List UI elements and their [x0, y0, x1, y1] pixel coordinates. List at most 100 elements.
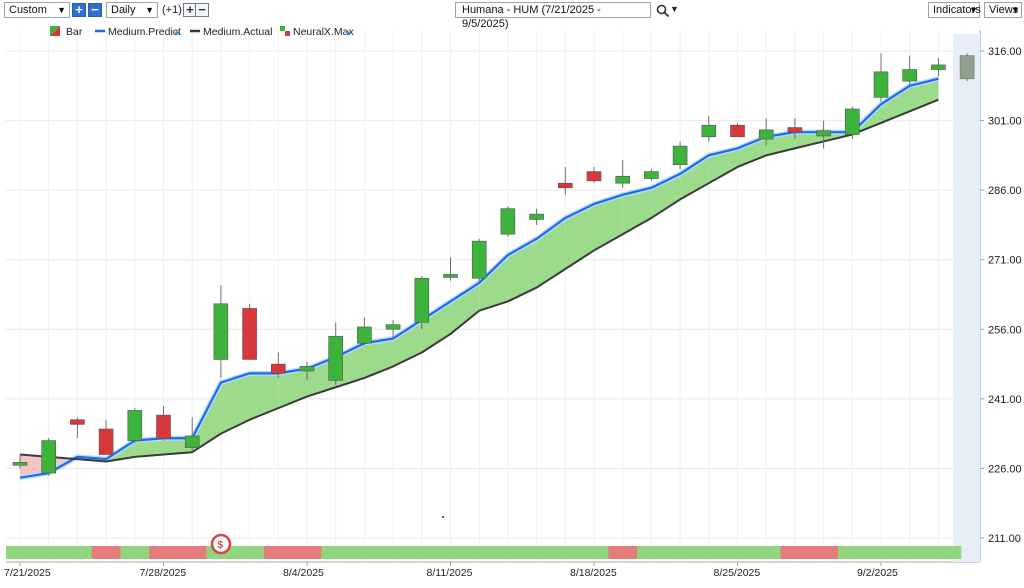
fill-segment [249, 373, 279, 420]
offset-label: (+1) [162, 4, 182, 16]
candle [471, 238, 487, 283]
candle-body [299, 366, 315, 372]
fill-segment [507, 238, 537, 302]
strip-segment [866, 546, 896, 559]
candle-body [70, 419, 85, 425]
interval-select-value: Daily [111, 4, 136, 16]
info-dot-icon [346, 31, 350, 35]
strip-segment [550, 546, 581, 559]
strip-segment [378, 546, 408, 559]
range-select[interactable]: Custom ▼ [4, 2, 70, 18]
fill-segment [479, 255, 508, 311]
y-tick-label: 301.00 [988, 116, 1022, 128]
indicators-label: Indicators [933, 4, 981, 16]
legend: Bar Medium.Predict Medium.Actual NeuralX.Ma… [50, 26, 354, 38]
candle-body [184, 435, 200, 448]
strip-segment [34, 546, 64, 559]
candle [500, 206, 516, 237]
candle [385, 320, 401, 339]
strip-segment [6, 546, 36, 559]
candle [557, 166, 573, 195]
strip-segment [637, 546, 667, 559]
candle-body [844, 108, 860, 135]
neuralx-swatch-icon [280, 26, 285, 31]
candle-body [644, 171, 659, 179]
symbol-title[interactable]: Humana - HUM (7/21/2025 - 9/5/2025) [455, 2, 651, 30]
fill-segment [737, 136, 767, 167]
dollar-marker-icon[interactable]: $ [210, 533, 232, 555]
candle-body [213, 303, 229, 360]
chevron-down-icon: ▼ [145, 5, 154, 15]
strip-segment [464, 546, 495, 559]
candle [931, 57, 946, 77]
fill-segment [680, 155, 709, 200]
interval-select[interactable]: Daily ▼ [106, 2, 158, 18]
candle-body [500, 208, 516, 235]
forecast-zone [953, 34, 980, 562]
candle-body [730, 124, 745, 138]
candle [758, 118, 774, 147]
candle-body [156, 414, 171, 439]
offset-decrease-button[interactable]: − [195, 3, 209, 17]
strip-segment [263, 546, 294, 559]
candle-body [12, 461, 28, 466]
candle [586, 166, 602, 184]
fill-segment [708, 148, 738, 184]
candle [701, 115, 717, 142]
candle [127, 408, 143, 443]
strip-segment [665, 546, 695, 559]
minus-icon: − [198, 2, 206, 17]
chevron-down-icon: ▼ [969, 5, 978, 15]
candle-body [758, 129, 774, 140]
candle-body [701, 124, 717, 138]
chevron-down-icon: ▼ [57, 5, 66, 15]
candle-body [471, 240, 487, 279]
x-tick-label: 8/25/2025 [714, 567, 761, 579]
fill-segment [134, 438, 164, 457]
minus-icon: − [91, 2, 99, 17]
candle [242, 303, 257, 360]
fill-segment [622, 187, 652, 235]
strip-segment [235, 546, 265, 559]
strip-segment [809, 546, 839, 559]
chart-area[interactable]: 316.00 301.00 286.00 271.00 256.00 241.00 226.… [0, 22, 1024, 585]
candle-body [615, 175, 631, 184]
strip-segment [436, 546, 466, 559]
candle-body [902, 69, 918, 82]
y-tick-label: 271.00 [988, 255, 1022, 267]
zoom-in-button[interactable]: + [72, 3, 86, 17]
strip-segment [120, 546, 150, 559]
zoom-out-button[interactable]: − [88, 3, 102, 17]
candle [414, 275, 430, 330]
chart-title: Humana - HUM (7/21/2025 - 9/5/2025) [462, 4, 601, 30]
candle [357, 317, 372, 346]
candles [12, 53, 975, 476]
legend-label: NeuralX.Max [293, 26, 354, 38]
plus-icon: + [186, 2, 194, 17]
strip-segment [522, 546, 552, 559]
candle [443, 257, 458, 281]
y-axis: 316.00 301.00 286.00 271.00 256.00 241.00 226.… [980, 46, 1022, 545]
candle-body [414, 277, 430, 323]
views-button[interactable]: Views ▼ [984, 2, 1022, 18]
fill-segment [565, 204, 594, 269]
candle-body [529, 213, 544, 220]
marker-glyph: $ [218, 540, 224, 551]
x-tick-label: 9/2/2025 [857, 567, 898, 579]
x-tick-label: 8/11/2025 [427, 567, 473, 579]
indicators-button[interactable]: Indicators ▼ [928, 2, 981, 18]
search-icon[interactable] [656, 4, 670, 18]
candle-body [385, 324, 401, 330]
candle-body [787, 127, 803, 133]
legend-item-neuralx: NeuralX.Max [280, 26, 354, 38]
candle [270, 352, 286, 378]
legend-label: Bar [66, 26, 83, 38]
x-tick-label: 8/18/2025 [570, 567, 617, 579]
strip-segment [321, 546, 351, 559]
candle-body [41, 440, 57, 474]
candle [787, 118, 803, 140]
price-chart[interactable]: 316.00 301.00 286.00 271.00 256.00 241.00 226.… [0, 22, 1024, 585]
chevron-down-icon[interactable]: ▼ [670, 4, 679, 14]
fill-segment [909, 78, 939, 112]
candle [156, 405, 171, 441]
